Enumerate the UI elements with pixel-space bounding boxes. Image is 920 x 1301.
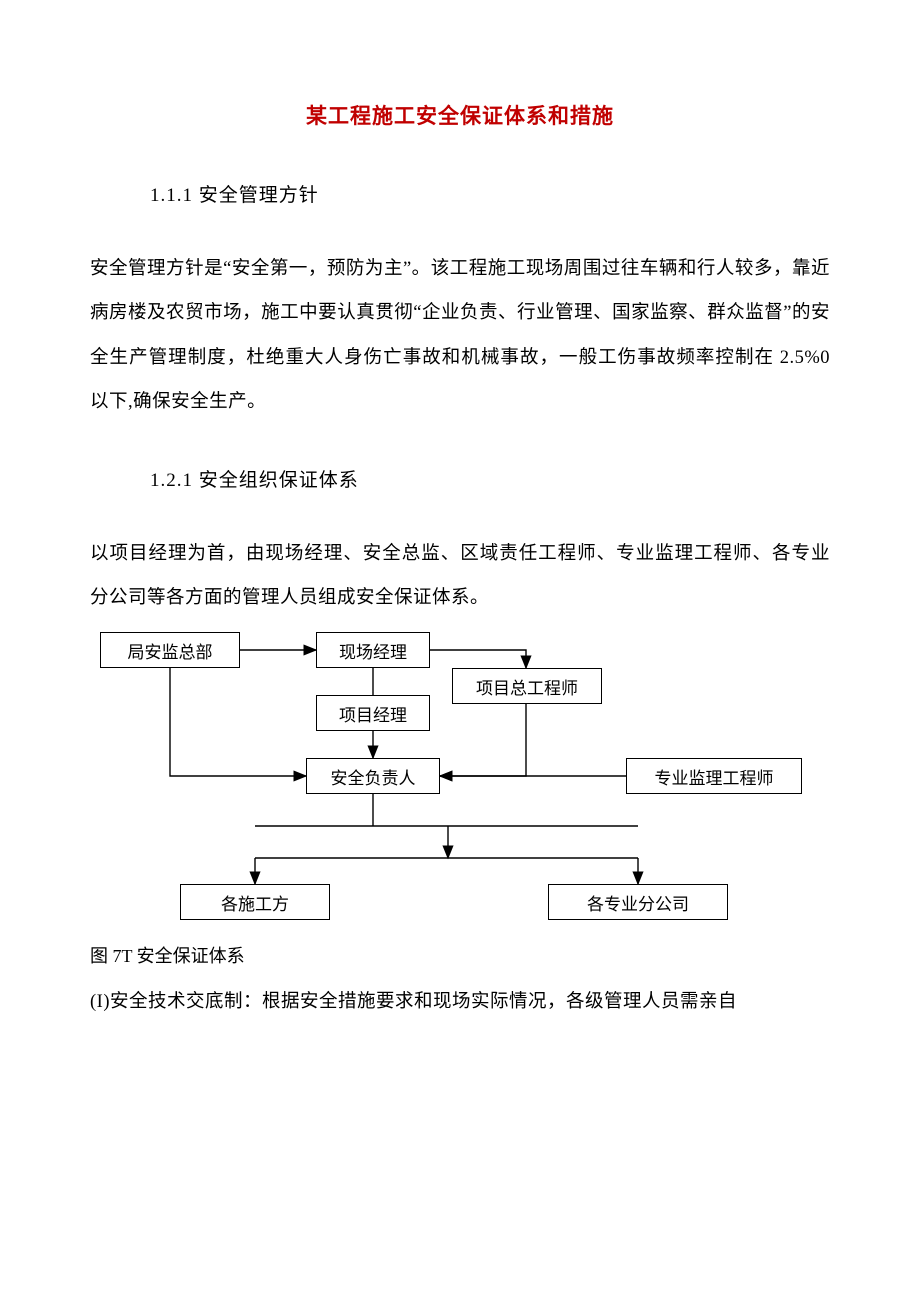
section-heading-1-2-1: 1.2.1 安全组织保证体系 — [150, 465, 830, 492]
flow-node-n_site: 现场经理 — [316, 632, 430, 668]
flow-node-n_safe: 安全负责人 — [306, 758, 440, 794]
paragraph-1-1-1: 安全管理方针是“安全第一，预防为主”。该工程施工现场周围过往车辆和行人较多，靠近… — [90, 247, 830, 425]
flow-node-n_pm: 项目经理 — [316, 695, 430, 731]
flow-node-n_c2: 各专业分公司 — [548, 884, 728, 920]
flowchart-safety-system: 局安监总部 现场经理项目总工程师项目经理安全负责人 专业监理工程师各施工方 各专业分公… — [90, 626, 830, 936]
flow-node-n_hq: 局安监总部 — [100, 632, 240, 668]
flow-node-n_sup: 专业监理工程师 — [626, 758, 802, 794]
flow-node-n_chief: 项目总工程师 — [452, 668, 602, 704]
paragraph-trailing: (I)安全技术交底制：根据安全措施要求和现场实际情况，各级管理人员需亲自 — [90, 980, 830, 1024]
document-page: 某工程施工安全保证体系和措施 1.1.1 安全管理方针 安全管理方针是“安全第一… — [0, 0, 920, 1301]
paragraph-1-2-1: 以项目经理为首，由现场经理、安全总监、区域责任工程师、专业监理工程师、各专业分公… — [90, 532, 830, 621]
document-title: 某工程施工安全保证体系和措施 — [90, 100, 830, 130]
flow-node-n_c1: 各施工方 — [180, 884, 330, 920]
flowchart-caption: 图 7T 安全保证体系 — [90, 942, 830, 968]
section-heading-1-1-1: 1.1.1 安全管理方针 — [150, 180, 830, 207]
